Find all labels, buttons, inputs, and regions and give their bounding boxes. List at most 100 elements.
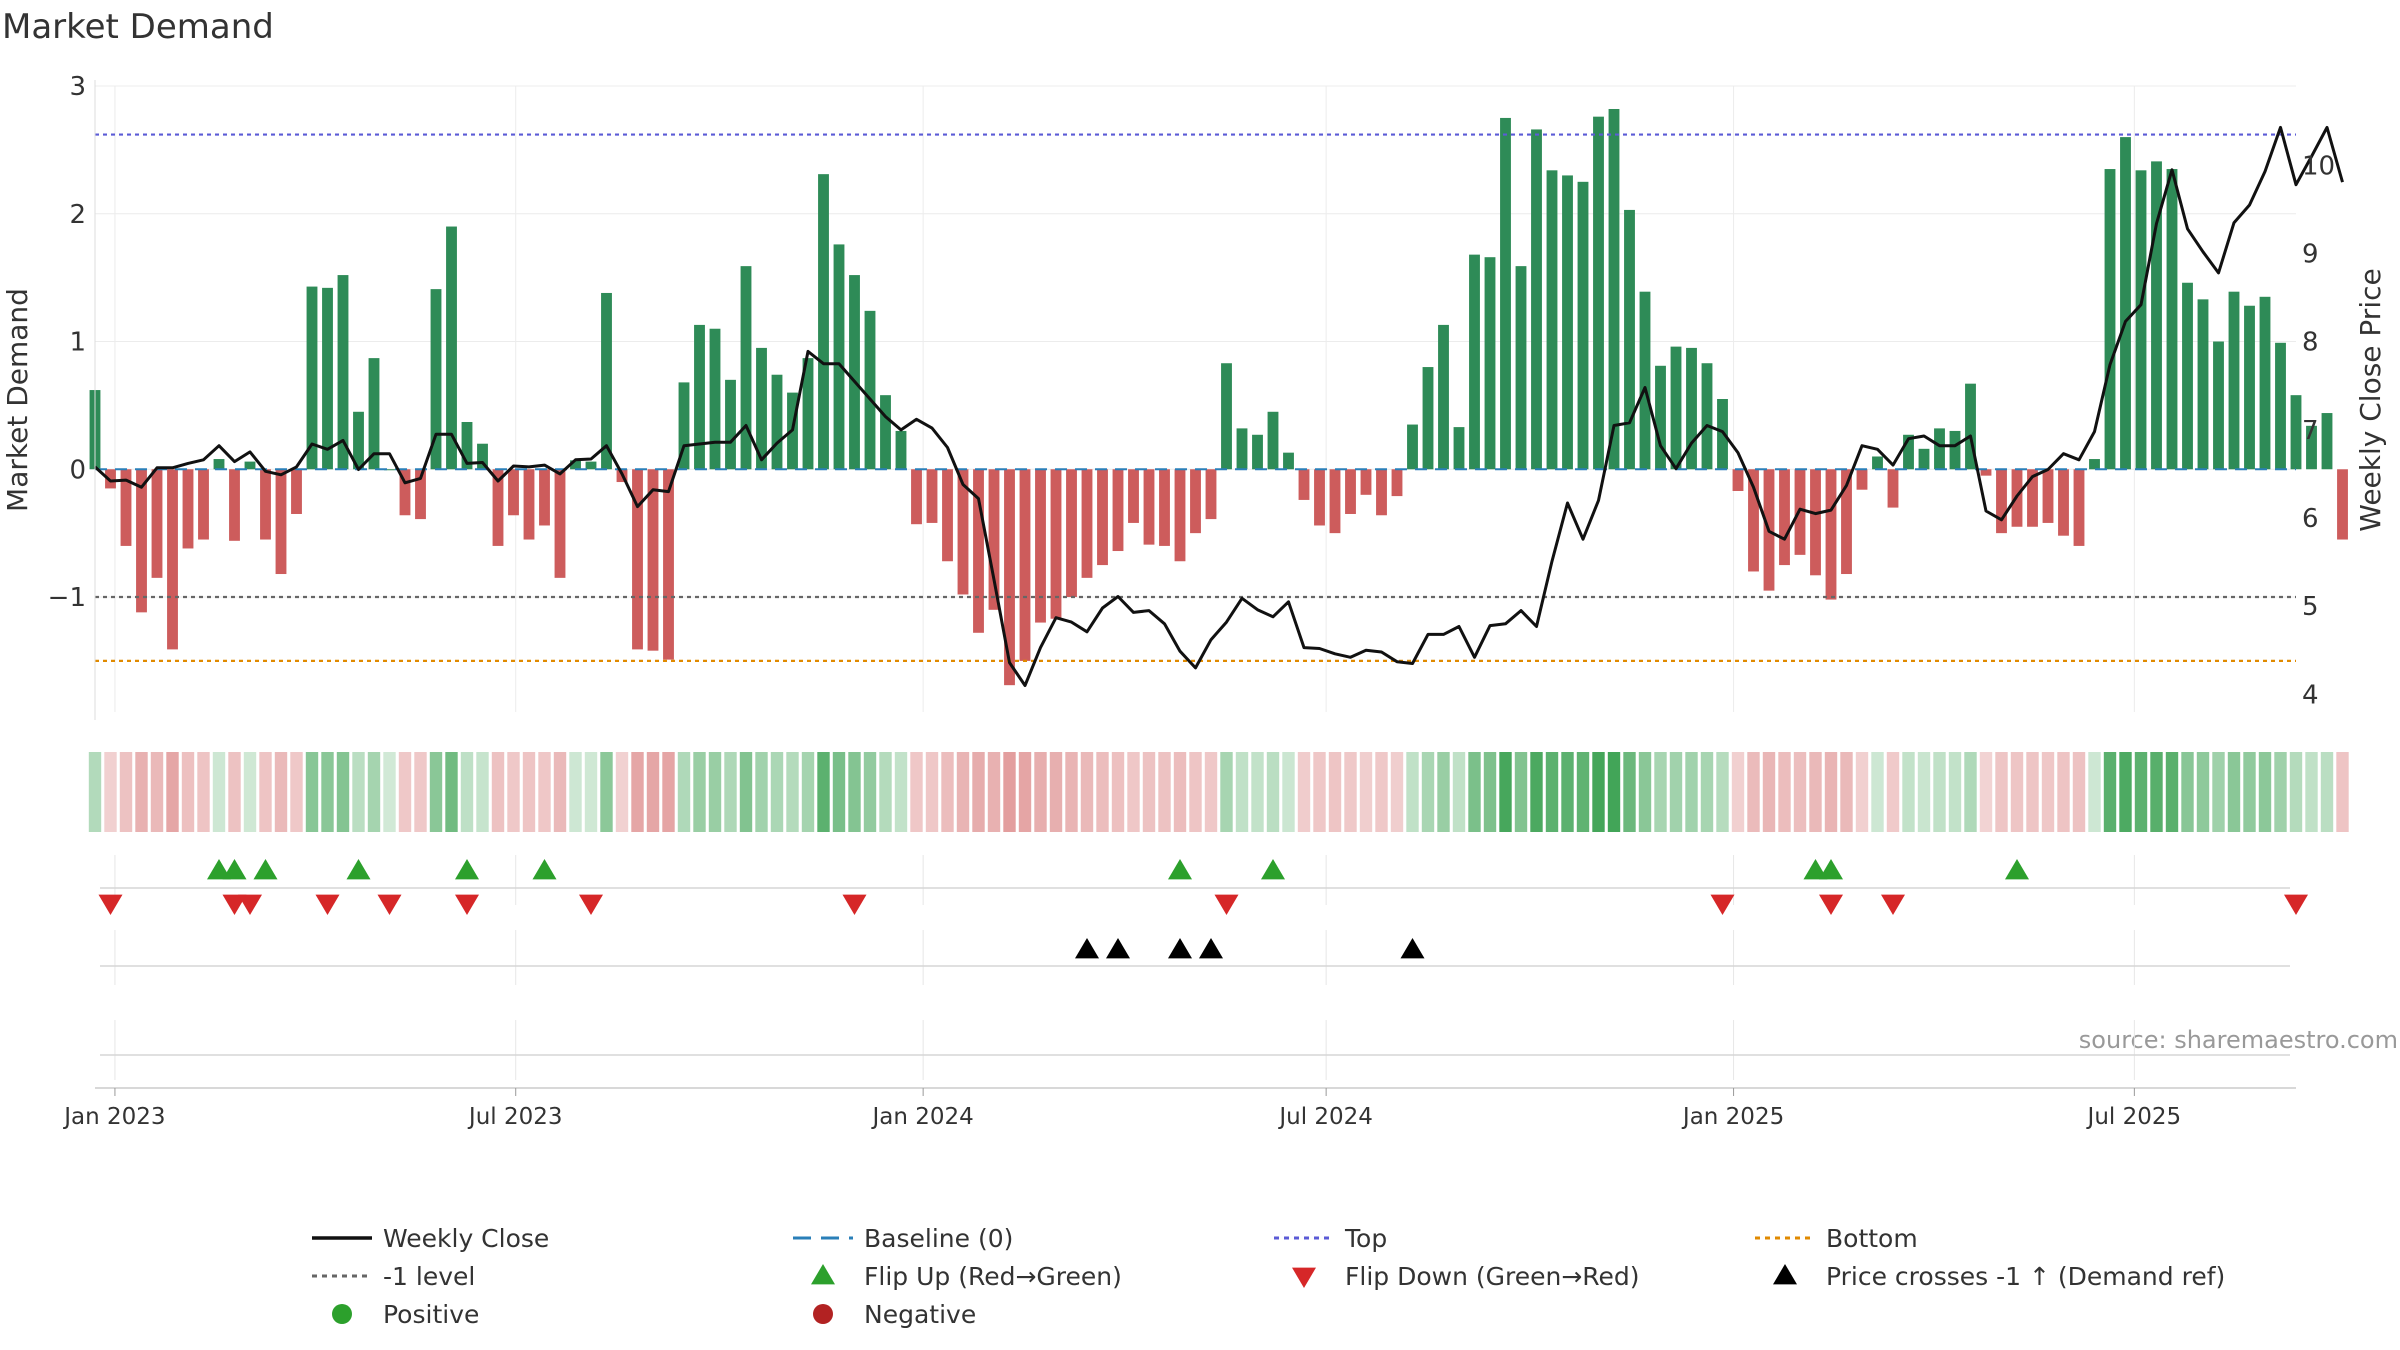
flip-down-marker — [238, 894, 262, 915]
demand-bar-positive — [585, 461, 597, 470]
demand-bar-negative — [1391, 469, 1403, 497]
demand-bar-positive — [1484, 257, 1496, 470]
demand-strip-cell — [1049, 752, 1063, 832]
legend-swatch-circle — [332, 1304, 352, 1324]
demand-strip-cell — [631, 752, 644, 832]
demand-strip-cell — [1251, 752, 1264, 832]
demand-strip-cell — [1127, 752, 1140, 832]
demand-strip-cell — [894, 752, 908, 832]
demand-bar-negative — [632, 469, 643, 650]
demand-bar-positive — [1918, 448, 1930, 470]
demand-bar-positive — [1670, 346, 1682, 470]
demand-bar-negative — [539, 469, 550, 526]
right-tick-label: 4 — [2302, 680, 2319, 710]
demand-strip-cell — [2103, 752, 2117, 832]
left-tick-label: 0 — [69, 455, 86, 485]
demand-bar-negative — [1314, 469, 1325, 526]
legend-label: Price crosses -1 ↑ (Demand ref) — [1826, 1262, 2225, 1291]
demand-bar-positive — [678, 382, 690, 470]
demand-bar-positive — [1562, 175, 1573, 470]
demand-strip-cell — [646, 752, 660, 832]
demand-bar-negative — [492, 469, 504, 546]
demand-bar-positive — [1624, 209, 1635, 470]
demand-strip-cell — [1623, 752, 1636, 832]
demand-bars — [89, 108, 2348, 686]
demand-strip-cell — [507, 752, 520, 832]
demand-strip-cell — [383, 752, 396, 832]
legend-swatch-circle — [813, 1304, 833, 1324]
demand-bar-negative — [198, 469, 209, 540]
legend-swatch-triangle-up — [1773, 1264, 1797, 1285]
demand-strip-cell — [1933, 752, 1946, 832]
demand-bar-negative — [136, 469, 147, 613]
demand-bar-negative — [167, 469, 178, 650]
demand-bar-negative — [1050, 469, 1062, 619]
demand-strip-cell — [1762, 752, 1776, 832]
left-tick-label: 2 — [69, 200, 86, 230]
flip-up-marker — [1261, 859, 1285, 880]
flip-up-marker — [1168, 859, 1192, 880]
demand-strip-cell — [1189, 752, 1202, 832]
demand-strip-cell — [290, 752, 303, 832]
flip-down-marker — [842, 894, 867, 915]
demand-bar-positive — [601, 292, 612, 470]
demand-strip-cell — [2165, 752, 2179, 832]
demand-bar-positive — [895, 430, 907, 470]
demand-strip-cell — [1499, 752, 1512, 832]
right-tick-label: 10 — [2302, 151, 2335, 181]
demand-strip-cell — [1592, 752, 1605, 832]
flip-up-marker — [2005, 859, 2029, 880]
demand-strip-cell — [1514, 752, 1528, 832]
demand-bar-positive — [1252, 434, 1263, 470]
demand-bar-positive — [818, 174, 829, 470]
demand-bar-negative — [291, 469, 302, 514]
demand-bar-negative — [1748, 469, 1759, 572]
demand-bar-positive — [2290, 395, 2302, 470]
demand-bar-positive — [2259, 296, 2271, 470]
left-tick-label: 1 — [69, 328, 86, 358]
demand-strip-cell — [2243, 752, 2256, 832]
demand-bar-positive — [833, 244, 845, 470]
demand-bar-positive — [1407, 424, 1418, 470]
demand-strip-cell — [1948, 752, 1962, 832]
demand-strip-cell — [2289, 752, 2303, 832]
demand-bar-negative — [1097, 469, 1108, 566]
demand-strip-cell — [1018, 752, 1032, 832]
price-cross-marker — [1199, 938, 1223, 959]
demand-bar-negative — [399, 469, 411, 516]
demand-bar-positive — [1639, 291, 1651, 470]
chart-title: Market Demand — [2, 7, 274, 47]
demand-bar-positive — [2151, 161, 2162, 470]
demand-bar-negative — [1825, 469, 1837, 600]
demand-strip-cell — [259, 752, 272, 832]
demand-strip-cell — [414, 752, 427, 832]
demand-strip-cell — [1778, 752, 1791, 832]
demand-bar-positive — [2306, 425, 2317, 470]
demand-strip-cell — [150, 752, 164, 832]
demand-bar-negative — [1143, 469, 1155, 545]
demand-bar-negative — [1841, 469, 1852, 575]
demand-bar-negative — [926, 469, 938, 523]
demand-bar-negative — [663, 469, 674, 660]
left-axis-label: Market Demand — [1, 288, 34, 512]
demand-bar-negative — [1887, 469, 1899, 508]
demand-bar-positive — [461, 421, 473, 470]
demand-strip-cell — [1375, 752, 1388, 832]
demand-strip-cell — [910, 752, 923, 832]
demand-strip-cell — [2227, 752, 2241, 832]
legend-swatch-triangle-down — [1292, 1267, 1316, 1288]
demand-strip-cell — [274, 752, 288, 832]
demand-bar-positive — [1593, 116, 1604, 470]
demand-strip-cell — [615, 752, 629, 832]
demand-strip-cell — [321, 752, 334, 832]
demand-strip-cell — [2258, 752, 2272, 832]
demand-bar-positive — [709, 328, 721, 470]
flip-down-marker — [1819, 894, 1843, 915]
demand-strip-cell — [445, 752, 458, 832]
demand-strip-cell — [1080, 752, 1094, 832]
demand-bar-positive — [2213, 341, 2224, 470]
demand-strip-cell — [2274, 752, 2287, 832]
demand-strip-cell — [1390, 752, 1404, 832]
weekly-close-line — [93, 125, 2344, 687]
